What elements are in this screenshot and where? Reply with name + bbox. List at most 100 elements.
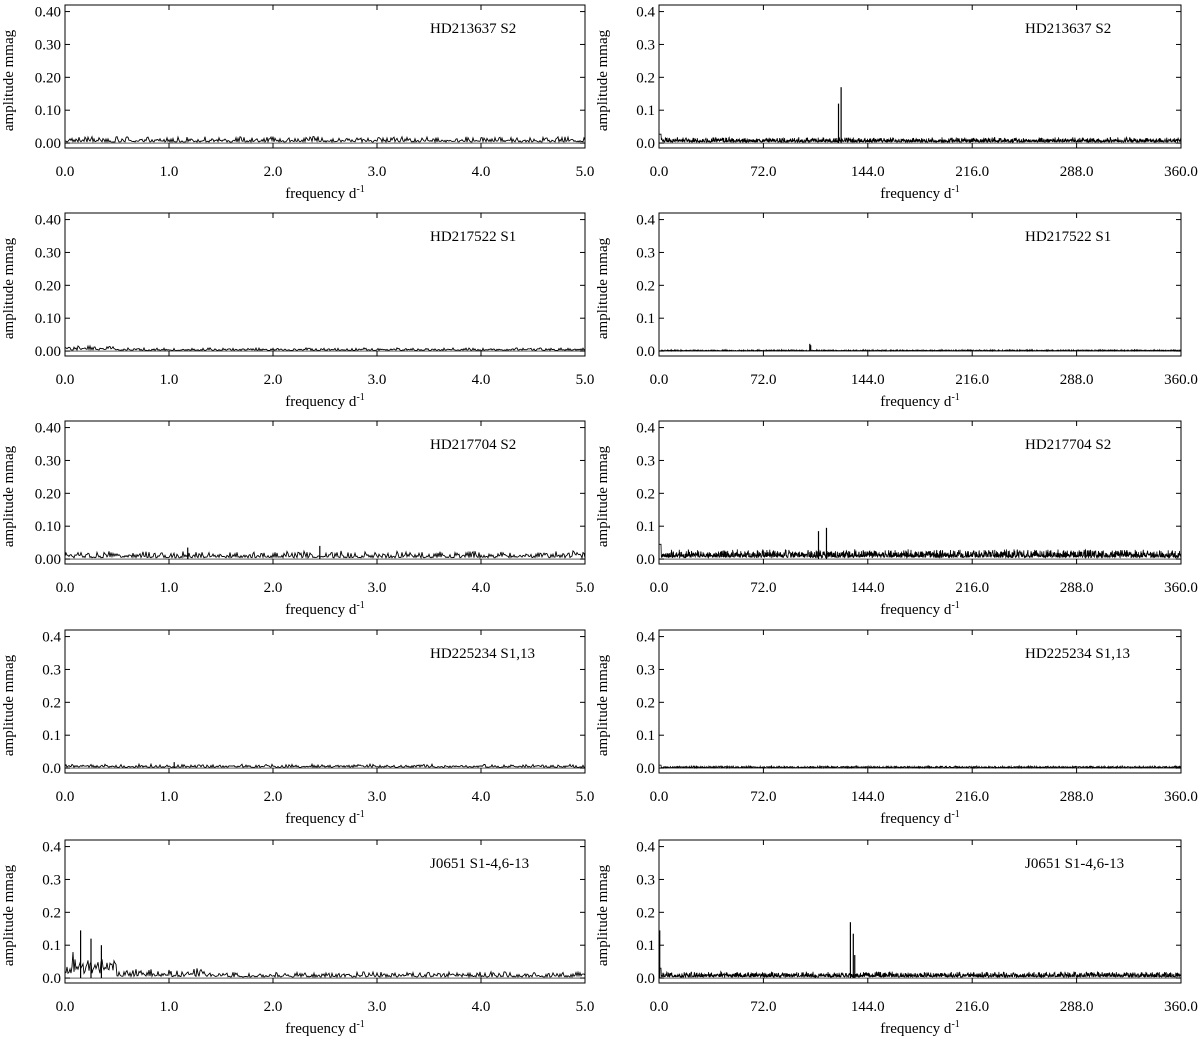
y-tick-label: 0.0: [636, 344, 655, 360]
spectrum-line: [659, 967, 1182, 979]
plot-frame: [658, 629, 1182, 774]
x-tick-label: 3.0: [368, 789, 387, 805]
y-tick-label: 0.0: [636, 761, 655, 777]
y-axis-label: amplitude mmag: [595, 654, 611, 756]
x-tick-label: 2.0: [264, 372, 283, 388]
y-tick-label: 0.3: [636, 453, 655, 469]
y-tick-label: 0.3: [636, 37, 655, 53]
y-tick-label: 0.0: [636, 136, 655, 152]
y-tick-label: 0.4: [42, 840, 61, 856]
x-tick-label: 4.0: [472, 999, 491, 1015]
y-axis-label: amplitude mmag: [1, 237, 17, 339]
x-tick-label: 2.0: [264, 164, 283, 180]
x-tick-label: 72.0: [750, 789, 776, 805]
y-tick-label: 0.2: [42, 695, 61, 711]
y-tick-label: 0.3: [636, 662, 655, 678]
periodogram-panel: 0.0 1.0 2.0 3.0 4.0 5.0 0.00 0.10 0.20 0.30 0.40 am…: [1, 4, 594, 202]
star-label: HD213637 S2: [1025, 21, 1111, 37]
y-tick-label: 0.10: [35, 311, 61, 327]
x-axis-label: frequency d-1: [285, 1019, 365, 1037]
plot-frame: [64, 839, 586, 984]
x-tick-label: 3.0: [368, 999, 387, 1015]
y-tick-label: 0.2: [636, 695, 655, 711]
x-tick-label: 0.0: [650, 580, 669, 596]
x-tick-label: 5.0: [576, 580, 595, 596]
y-axis-label: amplitude mmag: [1, 654, 17, 756]
x-tick-label: 144.0: [851, 372, 885, 388]
x-tick-label: 288.0: [1060, 372, 1094, 388]
y-tick-label: 0.0: [42, 971, 61, 987]
spectrum-line: [64, 762, 585, 769]
star-label: HD217704 S2: [1025, 437, 1111, 453]
x-tick-label: 72.0: [750, 580, 776, 596]
y-tick-label: 0.3: [42, 872, 61, 888]
plot-frame: [658, 420, 1182, 565]
x-axis-label: frequency d-1: [880, 809, 960, 827]
star-label: J0651 S1-4,6-13: [1025, 856, 1124, 872]
plot-frame: [658, 839, 1182, 984]
periodogram-panel: 0.0 72.0 144.0 216.0 288.0 360.0 0.0 0.1 0.2 0.3 0…: [595, 839, 1198, 1037]
x-tick-label: 3.0: [368, 580, 387, 596]
x-axis-label: frequency d-1: [880, 600, 960, 618]
plot-frame: [64, 629, 586, 774]
y-axis-label: amplitude mmag: [595, 237, 611, 339]
x-tick-label: 2.0: [264, 999, 283, 1015]
plot-frame: [658, 4, 1182, 149]
x-tick-label: 216.0: [955, 999, 989, 1015]
y-tick-label: 0.2: [42, 905, 61, 921]
x-tick-label: 72.0: [750, 372, 776, 388]
x-tick-label: 216.0: [955, 580, 989, 596]
y-tick-label: 0.40: [35, 421, 61, 437]
x-tick-label: 0.0: [56, 372, 75, 388]
x-tick-label: 1.0: [160, 164, 179, 180]
spectrum-line: [64, 951, 586, 979]
x-tick-label: 360.0: [1164, 372, 1198, 388]
plot-frame: [64, 420, 586, 565]
x-tick-label: 0.0: [650, 999, 669, 1015]
x-tick-label: 0.0: [56, 789, 75, 805]
x-axis-label: frequency d-1: [285, 184, 365, 202]
y-tick-label: 0.40: [35, 5, 61, 21]
x-tick-label: 2.0: [264, 580, 283, 596]
x-tick-label: 0.0: [650, 164, 669, 180]
y-axis-label: amplitude mmag: [595, 864, 611, 966]
x-tick-label: 144.0: [851, 580, 885, 596]
x-axis-label: frequency d-1: [880, 1019, 960, 1037]
x-tick-label: 288.0: [1060, 999, 1094, 1015]
x-tick-label: 4.0: [472, 580, 491, 596]
y-tick-label: 0.4: [636, 630, 655, 646]
x-tick-label: 0.0: [650, 789, 669, 805]
plot-frame: [64, 212, 586, 357]
periodogram-panel: 0.0 72.0 144.0 216.0 288.0 360.0 0.0 0.1 0.2 0.3 0…: [595, 420, 1198, 618]
spectrum-line: [64, 549, 586, 560]
plot-frame: [64, 4, 586, 149]
star-label: HD217522 S1: [430, 229, 516, 245]
y-tick-label: 0.30: [35, 37, 61, 53]
x-tick-label: 360.0: [1164, 580, 1198, 596]
y-tick-label: 0.40: [35, 213, 61, 229]
spectrum-line: [659, 133, 1182, 144]
x-tick-label: 144.0: [851, 999, 885, 1015]
x-axis-label: frequency d-1: [285, 600, 365, 618]
y-tick-label: 0.00: [35, 344, 61, 360]
x-axis-label: frequency d-1: [285, 809, 365, 827]
x-tick-label: 288.0: [1060, 580, 1094, 596]
y-tick-label: 0.0: [42, 761, 61, 777]
y-tick-label: 0.10: [35, 103, 61, 119]
x-tick-label: 4.0: [472, 789, 491, 805]
x-tick-label: 72.0: [750, 164, 776, 180]
x-tick-label: 0.0: [56, 999, 75, 1015]
y-tick-label: 0.1: [636, 311, 655, 327]
y-tick-label: 0.2: [636, 905, 655, 921]
y-tick-label: 0.00: [35, 136, 61, 152]
spectrum-line: [64, 344, 586, 352]
y-tick-label: 0.1: [636, 519, 655, 535]
y-tick-label: 0.10: [35, 519, 61, 535]
periodogram-panel: 0.0 1.0 2.0 3.0 4.0 5.0 0.00 0.10 0.20 0.30 0.40 am…: [1, 420, 595, 618]
periodogram-panel: 0.0 1.0 2.0 3.0 4.0 5.0 0.0 0.1 0.2 0.3 0.4 amplitu…: [1, 629, 594, 827]
spectrum-line: [65, 135, 586, 144]
y-tick-label: 0.1: [636, 103, 655, 119]
x-tick-label: 1.0: [160, 372, 179, 388]
y-tick-label: 0.0: [636, 971, 655, 987]
